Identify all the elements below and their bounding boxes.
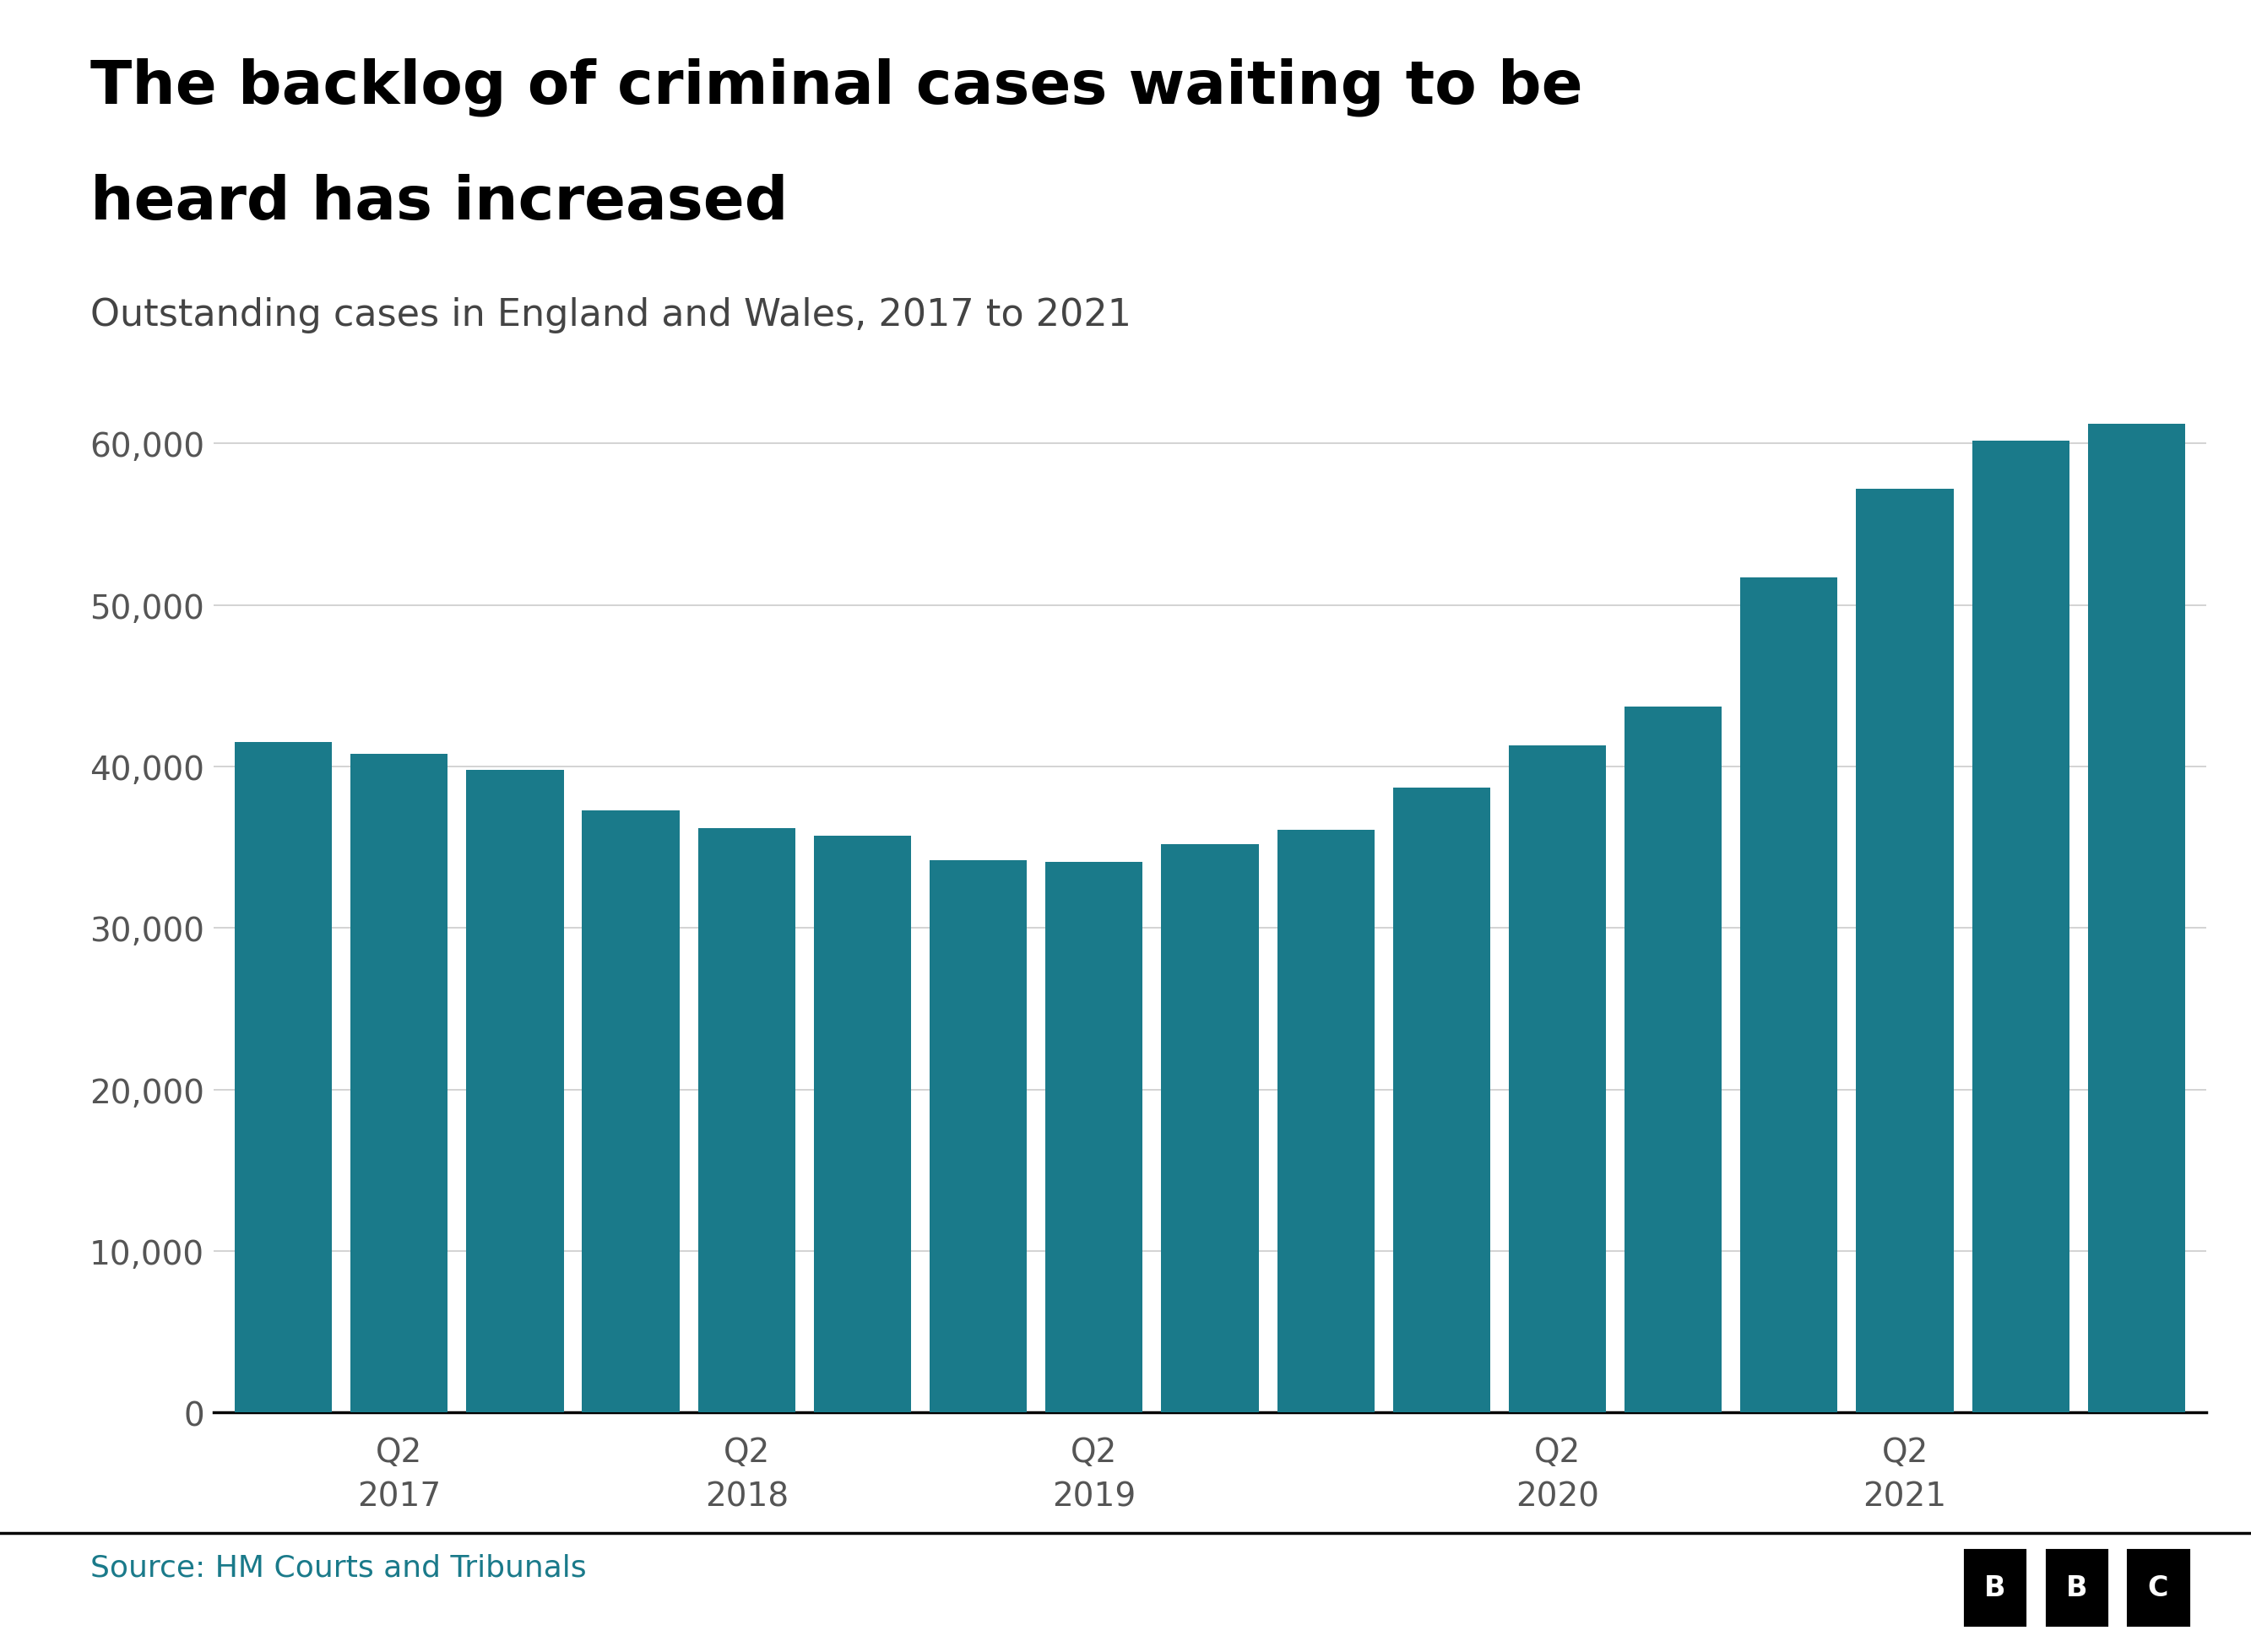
Text: Source: HM Courts and Tribunals: Source: HM Courts and Tribunals — [90, 1553, 585, 1581]
Text: C: C — [2147, 1574, 2168, 1601]
Bar — [1972, 441, 2069, 1412]
Bar — [466, 770, 563, 1412]
Text: Outstanding cases in England and Wales, 2017 to 2021: Outstanding cases in England and Wales, … — [90, 297, 1130, 334]
Bar — [2089, 425, 2186, 1412]
Text: B: B — [2066, 1574, 2087, 1601]
Text: The backlog of criminal cases waiting to be: The backlog of criminal cases waiting to… — [90, 58, 1582, 116]
Bar — [1961, 1546, 2028, 1629]
Bar — [583, 811, 680, 1412]
Bar — [1857, 489, 1954, 1412]
Bar — [1276, 829, 1375, 1412]
Bar — [234, 743, 331, 1412]
Text: B: B — [1983, 1574, 2006, 1601]
Bar — [1044, 862, 1144, 1412]
Bar — [1508, 747, 1605, 1412]
Bar — [698, 828, 795, 1412]
Bar — [1625, 707, 1722, 1412]
Bar — [1740, 578, 1837, 1412]
Bar — [815, 836, 912, 1412]
Text: heard has increased: heard has increased — [90, 173, 788, 231]
Bar — [1162, 844, 1258, 1412]
Bar — [1393, 788, 1490, 1412]
Bar — [2044, 1546, 2109, 1629]
Bar — [2125, 1546, 2192, 1629]
Bar — [930, 861, 1026, 1412]
Bar — [351, 753, 448, 1412]
